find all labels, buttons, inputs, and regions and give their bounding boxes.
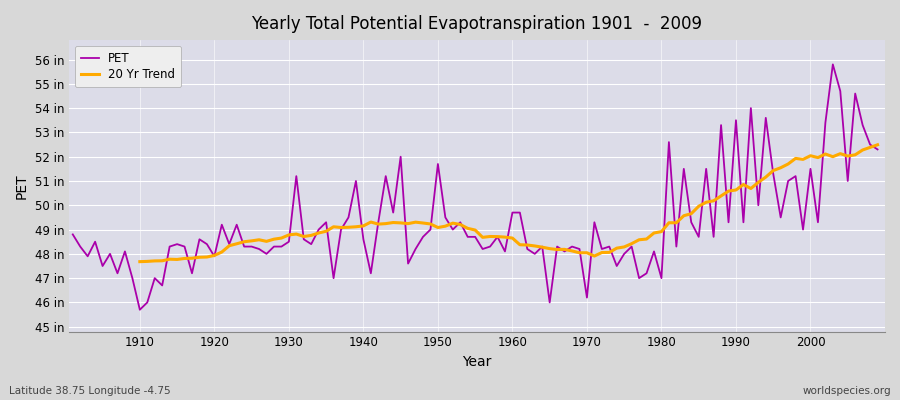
Y-axis label: PET: PET (15, 173, 29, 199)
Line: 20 Yr Trend: 20 Yr Trend (140, 145, 878, 262)
PET (134, 307, 145, 312)
PET (507, 210, 517, 215)
PET (127, 276, 138, 280)
20 Yr Trend (134, 259, 145, 264)
20 Yr Trend (276, 236, 287, 240)
PET (827, 62, 838, 67)
PET (604, 244, 615, 249)
20 Yr Trend (515, 242, 526, 247)
20 Yr Trend (813, 155, 824, 160)
X-axis label: Year: Year (463, 355, 491, 369)
20 Yr Trend (872, 142, 883, 147)
Line: PET: PET (73, 64, 878, 310)
Text: Latitude 38.75 Longitude -4.75: Latitude 38.75 Longitude -4.75 (9, 386, 171, 396)
PET (299, 237, 310, 242)
PET (515, 210, 526, 215)
PET (68, 232, 78, 237)
PET (872, 147, 883, 152)
Title: Yearly Total Potential Evapotranspiration 1901  -  2009: Yearly Total Potential Evapotranspiratio… (251, 15, 703, 33)
Legend: PET, 20 Yr Trend: PET, 20 Yr Trend (75, 46, 181, 87)
20 Yr Trend (306, 233, 317, 238)
20 Yr Trend (835, 151, 846, 156)
20 Yr Trend (574, 250, 585, 255)
Text: worldspecies.org: worldspecies.org (803, 386, 891, 396)
PET (343, 215, 354, 220)
